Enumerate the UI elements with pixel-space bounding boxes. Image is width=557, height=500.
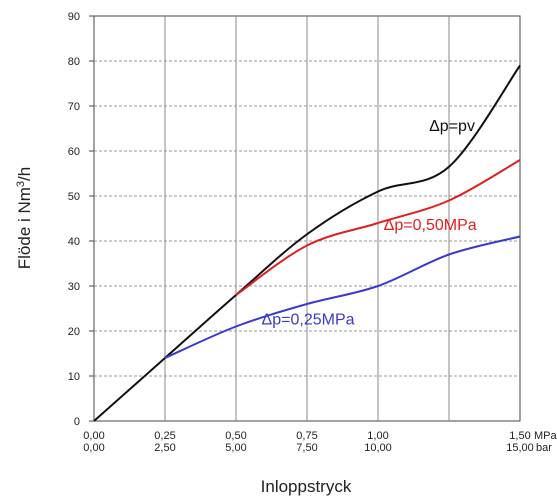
series-line-2: [164, 235, 521, 359]
y-axis-title: Flöde i Nm3/h: [15, 167, 34, 270]
x-axis-title: Inloppstryck: [261, 477, 352, 496]
y-tick-label: 50: [68, 191, 80, 203]
y-tick-labels: 0 10 20 30 40 50 60 70 80 90: [68, 11, 94, 428]
y-tick-label: 90: [68, 11, 80, 23]
series-lines: [93, 64, 521, 422]
x-unit-bar: bar: [536, 442, 552, 454]
grid: [94, 16, 520, 421]
y-tick-label: 70: [68, 101, 80, 113]
y-tick-label: 60: [68, 146, 80, 158]
x-tick-label-bar: 0,00: [83, 442, 104, 454]
x-tick-label-bar: 15,00: [506, 442, 534, 454]
series-label-2: Δp=0,25MPa: [262, 311, 355, 328]
x-tick-label-mpa: 0,50: [225, 430, 246, 442]
x-tick-label-bar: 10,00: [364, 442, 392, 454]
x-tick-label-mpa: 1,00: [367, 430, 388, 442]
x-tick-label-mpa: 0,00: [83, 430, 104, 442]
series-label-0: Δp=pv: [429, 118, 475, 135]
y-tick-label: 10: [68, 371, 80, 383]
x-tick-label-mpa: 0,75: [296, 430, 317, 442]
x-tick-label-mpa: 1,50: [509, 430, 530, 442]
x-tick-label-mpa: 0,25: [154, 430, 175, 442]
series-label-1: Δp=0,50MPa: [384, 217, 477, 234]
y-tick-label: 80: [68, 56, 80, 68]
y-tick-label: 40: [68, 236, 80, 248]
y-tick-label: 30: [68, 281, 80, 293]
x-tick-labels: 0,000,00 0,252,50 0,505,00 0,757,50 1,0010,0…: [83, 430, 557, 454]
series-line-1: [235, 159, 521, 296]
y-tick-label: 0: [74, 416, 80, 428]
x-unit-mpa: MPa: [534, 430, 557, 442]
series-labels: Δp=pv Δp=0,50MPa Δp=0,25MPa: [262, 118, 477, 329]
y-tick-label: 20: [68, 326, 80, 338]
x-tick-label-bar: 7,50: [296, 442, 317, 454]
x-tick-label-bar: 2,50: [154, 442, 175, 454]
x-tick-label-bar: 5,00: [225, 442, 246, 454]
